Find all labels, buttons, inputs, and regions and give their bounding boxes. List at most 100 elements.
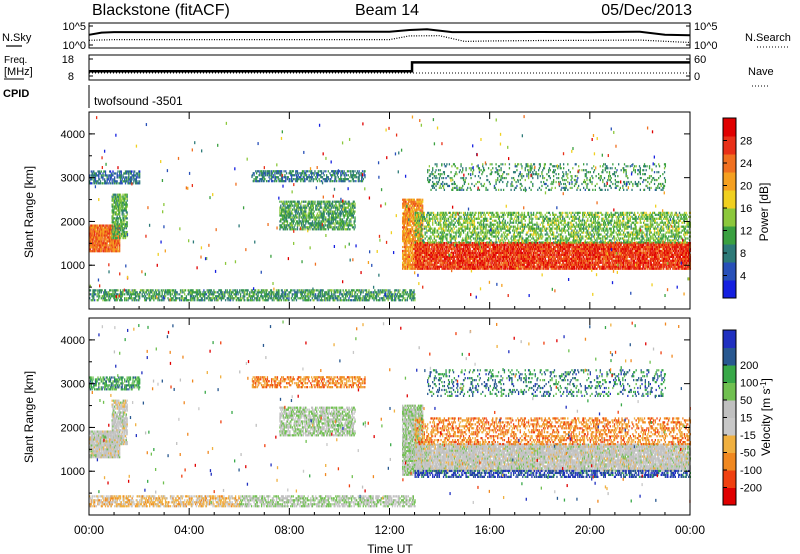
scatter-cell [330,293,333,296]
scatter-cell [99,224,102,227]
scatter-cell [113,227,115,230]
scatter-cell [213,293,215,296]
scatter-cell [301,289,303,292]
scatter-cell [391,293,394,296]
scatter-cell [109,289,112,292]
scatter-cell [91,232,93,235]
scatter-cell [89,226,91,229]
scatter-cell [99,170,101,173]
scatter-cell [98,248,100,251]
scatter-cell [127,299,129,302]
scatter-cell [406,241,408,245]
scatter-cell [324,200,326,203]
scatter-cell [118,234,120,237]
scatter-cell [333,295,335,298]
scatter-cell [116,238,118,241]
scatter-cell [120,205,123,208]
scatter-cell [311,176,314,179]
scatter-cell [395,297,397,300]
scatter-cell [126,205,128,208]
scatter-cell [120,295,122,298]
scatter-cell [337,214,339,217]
scatter-cell [380,289,382,292]
scatter-cell [387,297,389,300]
scatter-cell [337,176,339,179]
scatter-cell [103,224,105,227]
scatter-cell [294,224,296,227]
scatter-cell [124,217,127,220]
scatter-cell [105,226,107,229]
scatter-cell [102,182,104,185]
scatter-cell [303,176,305,179]
scatter-cell [112,207,114,210]
scatter-cell [110,234,112,237]
scatter-cell [112,240,114,243]
scatter-cell [123,209,125,212]
scatter-cell [146,297,148,300]
scatter-cell [104,230,107,233]
scatter-cell [109,240,112,243]
scatter-cell [465,255,467,258]
scatter-cell [361,170,364,173]
scatter-cell [320,174,322,177]
scatter-cell [318,216,320,219]
scatter-cell [108,291,110,294]
scatter-cell [117,219,119,222]
scatter-cell [384,299,386,302]
scatter-cell [290,216,292,219]
scatter-cell [153,299,155,302]
scatter-cell [289,180,291,183]
scatter-cell [283,206,285,209]
scatter-cell [315,216,317,219]
scatter-cell [389,293,391,296]
scatter-cell [312,208,314,211]
scatter-cell [90,226,92,229]
scatter-cell [124,182,127,185]
scatter-cell [105,244,107,247]
scatter-cell [322,299,324,302]
scatter-cell [118,207,120,210]
scatter-cell [94,246,96,249]
scatter-cell [119,221,122,224]
scatter-cell [129,291,132,294]
scatter-cell [90,244,92,247]
scatter-cell [114,234,117,237]
scatter-cell [116,293,118,296]
scatter-cell [206,297,208,300]
scatter-cell [116,215,118,218]
scatter-cell [241,297,243,300]
scatter-cell [161,293,163,296]
scatter-cell [227,299,229,302]
scatter-cell [100,250,102,253]
scatter-cell [98,244,100,247]
scatter-cell [120,299,122,302]
scatter-cell [286,295,288,298]
scatter-cell [89,230,92,233]
noise-lines [88,28,691,44]
scatter-cell [125,178,127,181]
scatter-cell [99,232,101,235]
scatter-cell [315,174,318,177]
scatter-cell [346,222,349,225]
scatter-cell [279,210,281,213]
scatter-cell [224,299,227,302]
scatter-cell [455,251,457,255]
scatter-cell [348,180,350,183]
scatter-cell [360,297,362,300]
scatter-cell [124,289,127,292]
scatter-cell [117,221,119,224]
scatter-cell [338,226,340,229]
scatter-cell [307,291,309,294]
scatter-cell [346,210,349,213]
scatter-cell [199,289,201,292]
scatter-cell [99,180,102,183]
scatter-cell [405,299,407,302]
scatter-cell [125,217,128,220]
scatter-cell [98,295,100,298]
scatter-cell [316,214,318,217]
scatter-cell [95,238,97,241]
scatter-cell [354,293,356,296]
scatter-cell [102,230,104,233]
scatter-cell [412,226,414,229]
scatter-cell [338,206,340,209]
